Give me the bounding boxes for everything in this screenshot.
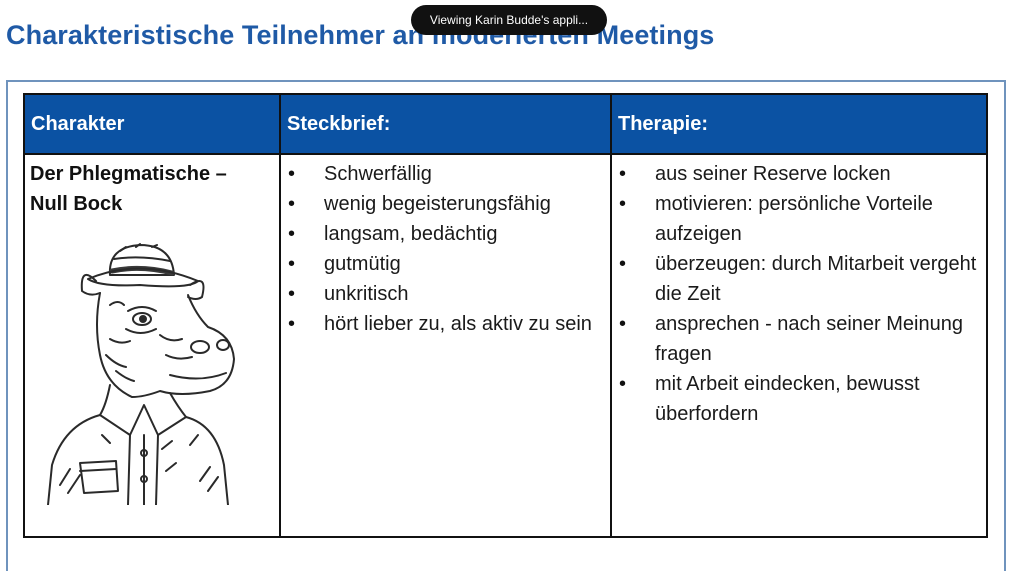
list-item: mit Arbeit eindecken, bewusst überforder… — [617, 369, 981, 429]
header-profile: Steckbrief: — [279, 93, 612, 155]
slide-title: Charakteristische Teilnehmer an moderier… — [6, 20, 715, 50]
slide-frame — [6, 80, 1006, 571]
list-item: gutmütig — [286, 249, 605, 279]
character-name-line1: Der Phlegmatische – — [30, 163, 227, 185]
list-item: motivieren: persönliche Vorteile aufzeig… — [617, 189, 981, 249]
list-item: unkritisch — [286, 279, 605, 309]
list-item: langsam, bedächtig — [286, 219, 605, 249]
screen-share-banner[interactable]: Viewing Karin Budde's appli... — [411, 5, 607, 35]
header-therapy: Therapie: — [610, 93, 988, 155]
therapy-cell: aus seiner Reserve locken motivieren: pe… — [610, 153, 988, 538]
character-cell: Der Phlegmatische – Null Bock — [23, 153, 281, 538]
therapy-list: aus seiner Reserve locken motivieren: pe… — [617, 159, 981, 429]
character-table: Charakter Steckbrief: Therapie: Der Phle… — [23, 93, 988, 538]
list-item: aus seiner Reserve locken — [617, 159, 981, 189]
list-item: Schwerfällig — [286, 159, 605, 189]
hippo-with-hat-sketch-icon — [47, 243, 235, 505]
table-row: Der Phlegmatische – Null Bock — [23, 153, 988, 538]
profile-cell: Schwerfällig wenig begeisterungsfähig la… — [279, 153, 612, 538]
profile-list: Schwerfällig wenig begeisterungsfähig la… — [286, 159, 605, 339]
list-item: wenig begeisterungsfähig — [286, 189, 605, 219]
list-item: hört lieber zu, als aktiv zu sein — [286, 309, 605, 339]
character-name-line2: Null Bock — [30, 193, 123, 215]
header-character: Charakter — [23, 93, 281, 155]
table-header-row: Charakter Steckbrief: Therapie: — [23, 93, 988, 155]
list-item: ansprechen - nach seiner Meinung fragen — [617, 309, 981, 369]
list-item: überzeugen: durch Mitarbeit vergeht die … — [617, 249, 981, 309]
